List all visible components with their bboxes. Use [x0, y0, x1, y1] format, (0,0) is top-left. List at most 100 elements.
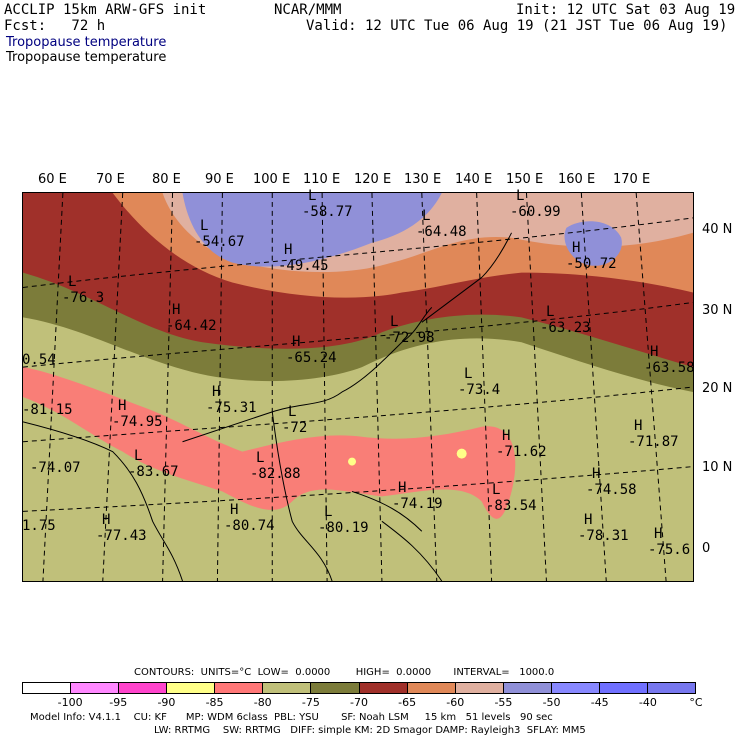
extremum-marker: L: [288, 404, 297, 420]
lat-label: 0: [702, 541, 711, 556]
extremum-value: -74.95: [112, 414, 163, 430]
extremum-value: -54.67: [194, 234, 245, 250]
model-info: Model Info: V4.1.1 CU: KF MP: WDM 6class…: [30, 712, 553, 723]
colorbar-swatch: [359, 683, 408, 693]
header-model: ACCLIP 15km ARW-GFS init: [4, 2, 207, 18]
coldest-spot: [348, 457, 357, 466]
colorbar-tick-label: -40: [638, 696, 657, 709]
extremum-value: -71.62: [496, 444, 547, 460]
extremum-marker: L: [200, 218, 209, 234]
colorbar-tick-label: -60: [446, 696, 465, 709]
extremum-value: -64.42: [166, 318, 217, 334]
colorbar-swatch: [311, 683, 360, 693]
extremum-marker: H: [118, 398, 127, 414]
header-forecast: Fcst: 72 h: [4, 18, 106, 34]
band-violet: [182, 193, 442, 267]
map-panel: [22, 192, 694, 582]
extremum-value: 1.75: [22, 518, 56, 534]
colorbar-swatch: [119, 683, 168, 693]
extremum-marker: H: [592, 466, 601, 482]
lon-label: 80 E: [152, 172, 181, 187]
extremum-value: -75.6: [648, 542, 691, 558]
header-valid: Valid: 12 UTC Tue 06 Aug 19 (21 JST Tue …: [306, 18, 728, 34]
extremum-marker: H: [398, 480, 407, 496]
extremum-marker: L: [516, 188, 525, 204]
extremum-marker: H: [502, 428, 511, 444]
colorbar-tick-label: -65: [398, 696, 417, 709]
extremum-value: -63.58: [644, 360, 695, 376]
lon-label: 60 E: [38, 172, 67, 187]
extremum-value: -74.07: [30, 460, 81, 476]
extremum-marker: H: [292, 334, 301, 350]
colorbar-tick-label: °C: [689, 696, 703, 709]
extremum-marker: H: [230, 502, 239, 518]
extremum-value: -77.43: [96, 528, 147, 544]
lat-label: 10 N: [702, 460, 733, 475]
colorbar-tick-label: -90: [157, 696, 176, 709]
extremum-value: -64.48: [416, 224, 467, 240]
extremum-value: -82.88: [250, 466, 301, 482]
extremum-marker: H: [212, 384, 221, 400]
extremum-value: -49.45: [278, 258, 329, 274]
field-title-black: Tropopause temperature: [6, 50, 167, 65]
header-org: NCAR/MMM: [274, 2, 342, 18]
colorbar-swatch: [215, 683, 264, 693]
colorbar-tick-label: -55: [494, 696, 513, 709]
extremum-value: -50.72: [566, 256, 617, 272]
extremum-marker: L: [464, 366, 473, 382]
extremum-marker: H: [584, 512, 593, 528]
lon-label: 90 E: [205, 172, 234, 187]
colorbar-swatch: [167, 683, 216, 693]
extremum-value: -81.15: [22, 402, 73, 418]
extremum-value: 0.54: [22, 352, 56, 368]
lon-label: 110 E: [303, 172, 341, 187]
extremum-value: -80.74: [224, 518, 275, 534]
extremum-marker: H: [650, 344, 659, 360]
colorbar-swatch: [551, 683, 600, 693]
extremum-marker: L: [390, 314, 399, 330]
colorbar-tick-label: -50: [542, 696, 561, 709]
field-title-blue: Tropopause temperature: [6, 35, 167, 50]
extremum-marker: H: [102, 512, 111, 528]
extremum-marker: L: [134, 448, 143, 464]
lon-label: 120 E: [354, 172, 392, 187]
extremum-marker: L: [68, 274, 77, 290]
colorbar-swatch: [71, 683, 120, 693]
extremum-marker: L: [492, 482, 501, 498]
extremum-marker: L: [308, 188, 317, 204]
cold-region: [23, 367, 516, 519]
colorbar-swatch: [648, 683, 696, 693]
extremum-marker: H: [634, 418, 643, 434]
colorbar-tick-label: -70: [350, 696, 368, 709]
colorbar-swatch: [455, 683, 504, 693]
graticule: [23, 193, 693, 581]
physics-info: LW: RRTMG SW: RRTMG DIFF: simple KM: 2D …: [154, 725, 586, 736]
coastlines: [23, 232, 512, 581]
lon-label: 70 E: [96, 172, 125, 187]
lat-label: 20 N: [702, 381, 733, 396]
lon-label: 170 E: [613, 172, 651, 187]
extremum-marker: H: [284, 242, 293, 258]
extremum-value: -78.31: [578, 528, 629, 544]
colorbar-swatch: [599, 683, 649, 693]
extremum-value: -73.4: [458, 382, 501, 398]
colorbar-swatch: [23, 683, 72, 693]
colorbar-swatch: [407, 683, 456, 693]
contours-info: CONTOURS: UNITS=°C LOW= 0.0000 HIGH= 0.0…: [134, 667, 555, 678]
lon-label: 100 E: [253, 172, 291, 187]
lon-label: 140 E: [455, 172, 493, 187]
extremum-value: -74.58: [586, 482, 637, 498]
header-init: Init: 12 UTC Sat 03 Aug 19: [516, 2, 736, 18]
colorbar: [22, 682, 696, 694]
extremum-value: -72: [282, 420, 308, 436]
extremum-marker: H: [572, 240, 581, 256]
extremum-marker: H: [654, 526, 663, 542]
extremum-value: -58.77: [302, 204, 353, 220]
extremum-value: -76.3: [62, 290, 105, 306]
colorbar-swatch: [263, 683, 312, 693]
extremum-value: -72.98: [384, 330, 435, 346]
colorbar-swatch: [503, 683, 552, 693]
colorbar-tick-label: -100: [57, 696, 83, 709]
extremum-value: -65.24: [286, 350, 337, 366]
extremum-value: -63.23: [540, 320, 591, 336]
